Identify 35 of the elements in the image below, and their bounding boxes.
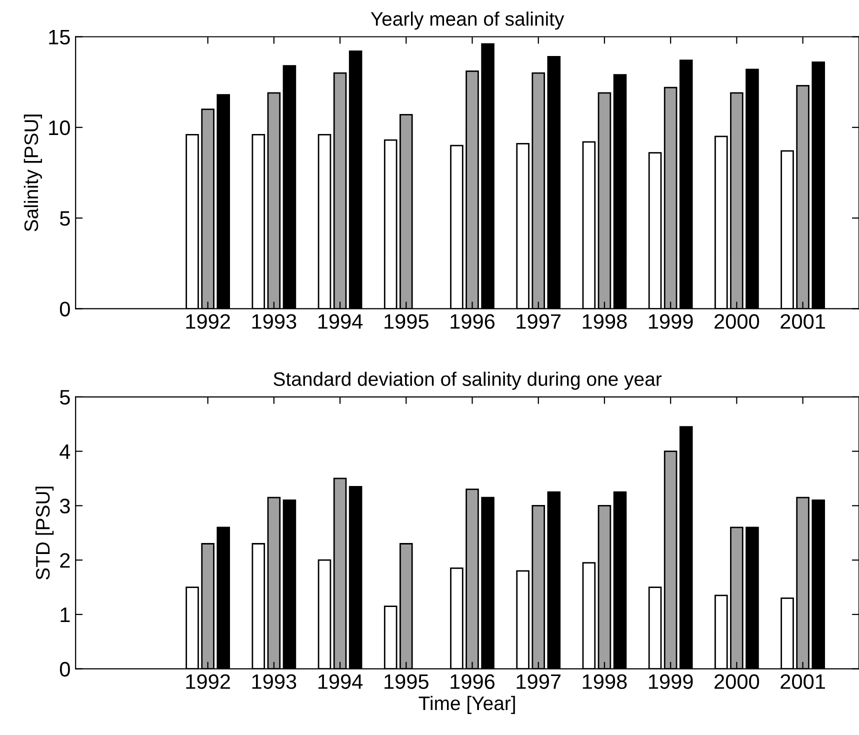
x-tick-label: 1997 [516, 674, 560, 690]
y-tick-label: 0 [60, 662, 70, 677]
x-tick-label: 2000 [714, 314, 760, 329]
x-tick-label: 1995 [384, 314, 428, 329]
x-tick-label: 1994 [318, 674, 363, 690]
x-tick-label: 1992 [186, 674, 230, 690]
y-tick-label: 1 [60, 608, 70, 622]
y-tick-label: 5 [60, 211, 70, 226]
x-tick-label: 1993 [252, 314, 296, 329]
x-tick-label: 1999 [649, 674, 693, 690]
x-tick-label: 2001 [780, 674, 825, 690]
chart-title: Standard deviation of salinity during one year [274, 372, 662, 390]
x-tick-label: 1992 [186, 314, 230, 329]
y-axis-title: STD [PSU] [35, 486, 54, 580]
x-tick-label: 1998 [582, 314, 627, 329]
x-tick-label: 1996 [450, 674, 495, 690]
y-tick-label: 4 [60, 444, 70, 459]
y-axis-title: Salinity [PSU] [24, 114, 42, 232]
x-tick-label: 1998 [582, 674, 627, 690]
x-tick-label: 1996 [450, 314, 495, 329]
x-tick-label: 1995 [384, 674, 428, 690]
y-tick-label: 5 [60, 390, 70, 405]
x-tick-label: 1994 [318, 314, 363, 329]
x-tick-label: 2001 [780, 314, 825, 329]
x-tick-label: 1997 [516, 314, 560, 329]
y-tick-label: 0 [60, 302, 70, 316]
x-tick-label: 2000 [714, 674, 760, 690]
y-tick-label: 2 [60, 553, 70, 568]
chart-title: Yearly mean of salinity [370, 12, 564, 30]
x-tick-label: 1993 [252, 674, 296, 690]
y-tick-label: 10 [49, 120, 70, 136]
y-tick-label: 3 [60, 498, 70, 514]
y-tick-label: 15 [49, 30, 70, 45]
x-axis-title: Time [Year] [418, 696, 515, 714]
x-tick-label: 1999 [649, 314, 693, 329]
